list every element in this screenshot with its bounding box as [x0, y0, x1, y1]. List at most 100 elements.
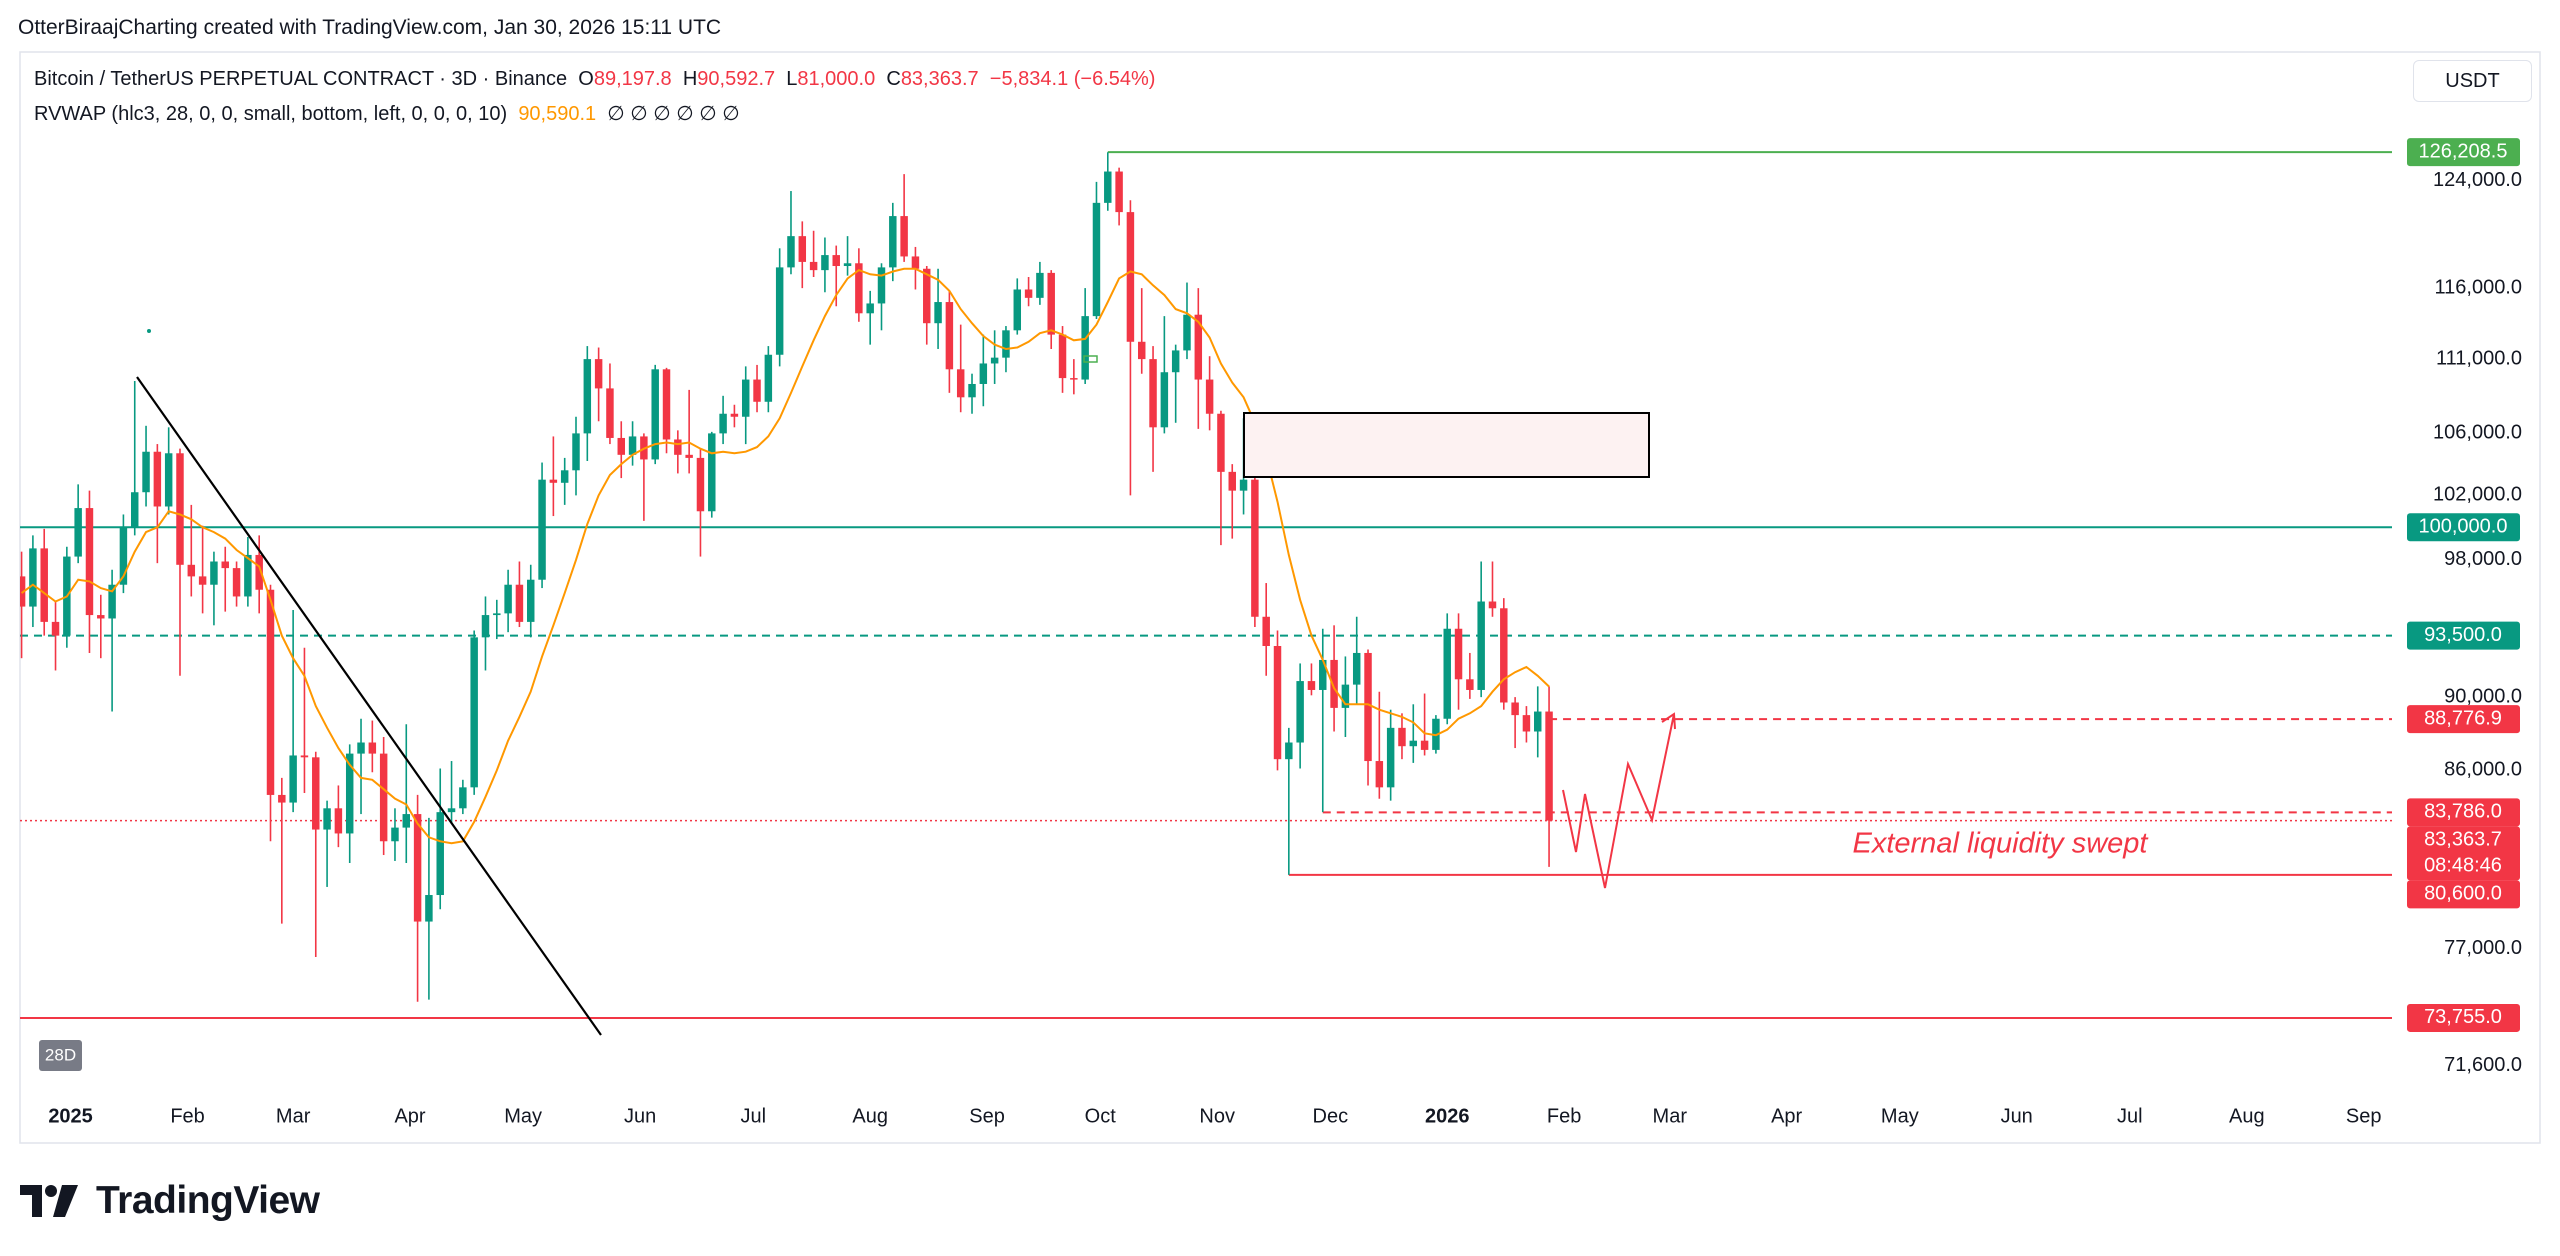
candle-body	[956, 369, 965, 398]
candle-body	[1262, 616, 1270, 646]
x-tick-label: May	[1881, 1105, 1919, 1127]
candle-body	[481, 615, 490, 638]
candle-body	[1386, 727, 1395, 788]
projection-path	[1562, 713, 1675, 889]
indicator-extras: ∅ ∅ ∅ ∅ ∅ ∅	[607, 103, 740, 125]
rvwap-line	[21, 267, 1550, 845]
candle-body	[1126, 212, 1135, 342]
candle-body	[413, 814, 422, 922]
price-label: 126,208.5	[2419, 140, 2508, 162]
candle-body	[990, 357, 999, 364]
y-tick-label: 106,000.0	[2433, 422, 2522, 444]
x-tick-label: Jul	[2117, 1105, 2143, 1127]
candle-body	[198, 576, 207, 585]
trend-line	[136, 376, 602, 1036]
candle-body	[1545, 711, 1553, 821]
y-tick-label: 90,000.0	[2444, 685, 2522, 707]
candle-body	[40, 548, 48, 622]
candle-body	[1273, 645, 1282, 760]
candle-body	[29, 548, 37, 607]
x-tick-label: 2025	[48, 1105, 93, 1127]
candle-body	[1013, 289, 1022, 331]
candle-body	[877, 267, 886, 304]
small-box	[1083, 355, 1098, 363]
x-tick-label: Mar	[1653, 1105, 1688, 1127]
price-label: 100,000.0	[2419, 516, 2508, 538]
candle-body	[108, 584, 116, 619]
currency-button[interactable]: USDT	[2413, 60, 2532, 102]
candle-body	[1534, 711, 1542, 732]
candle-body	[142, 451, 150, 493]
candle-body	[527, 579, 535, 622]
x-tick-label: Sep	[969, 1105, 1005, 1127]
candle-body	[1081, 316, 1089, 380]
price-label-box	[2407, 880, 2520, 909]
candle-body	[889, 216, 897, 268]
price-label: 93,500.0	[2424, 624, 2502, 646]
candle-body	[1104, 171, 1112, 203]
candle-body	[708, 433, 716, 512]
candle-body	[651, 369, 659, 460]
ohlc-value: 83,363.7	[900, 68, 979, 90]
candle-body	[923, 268, 931, 324]
candle-body	[312, 757, 320, 830]
marker-dot	[147, 329, 151, 333]
candle-body	[538, 479, 546, 580]
ohlc-key: H	[682, 68, 698, 90]
candle-body	[1205, 379, 1214, 414]
brand-logo	[20, 1185, 78, 1217]
candle-body	[968, 383, 976, 398]
candle-body	[323, 808, 331, 830]
price-label: 83,363.7	[2424, 829, 2502, 851]
x-tick-label: Sep	[2346, 1105, 2382, 1127]
candle-body	[1115, 171, 1123, 213]
candle-body	[1092, 202, 1101, 317]
price-label-box	[2407, 826, 2520, 881]
x-tick-label: Aug	[852, 1105, 888, 1127]
indicator-label: RVWAP (hlc3, 28, 0, 0, small, bottom, le…	[34, 103, 508, 125]
y-tick-label: 124,000.0	[2433, 169, 2522, 191]
candle-body	[832, 255, 840, 267]
symbol: Bitcoin / TetherUS PERPETUAL CONTRACT · …	[34, 68, 568, 90]
y-tick-label: 86,000.0	[2444, 759, 2522, 781]
candle-body	[730, 413, 739, 417]
candle-body	[628, 436, 637, 455]
candle-body	[787, 236, 795, 268]
y-tick-label: 116,000.0	[2435, 276, 2523, 298]
x-tick-label: Jun	[624, 1105, 656, 1127]
y-tick-label: 102,000.0	[2433, 484, 2522, 506]
candle-body	[674, 439, 682, 455]
candle-body	[51, 621, 60, 636]
candle-body	[1036, 272, 1044, 298]
y-tick-label: 111,000.0	[2436, 347, 2522, 369]
ohlc-value: 90,592.7	[697, 68, 776, 90]
candle-body	[447, 808, 456, 813]
candle-body	[1149, 359, 1157, 428]
candle-body	[821, 255, 829, 271]
price-label: 80,600.0	[2424, 883, 2502, 905]
candle-body	[379, 753, 388, 842]
chart-frame	[19, 51, 2541, 1144]
candle-body	[662, 369, 671, 440]
candle-body	[97, 615, 105, 619]
candle-body	[1137, 341, 1146, 360]
candle-body	[1058, 334, 1067, 379]
x-tick-label: 2026	[1425, 1105, 1470, 1127]
candle-body	[232, 568, 241, 597]
candle-body	[391, 827, 399, 842]
ohlc-value: 81,000.0	[797, 68, 876, 90]
x-tick-label: Jun	[2001, 1105, 2033, 1127]
y-tick-label: 98,000.0	[2444, 548, 2522, 570]
candle-body	[775, 267, 784, 355]
price-label: 08:48:46	[2424, 855, 2502, 877]
ohlc-key: C	[886, 68, 901, 90]
candle-body	[1183, 314, 1191, 351]
candle-body	[1454, 628, 1463, 680]
candle-body	[1443, 628, 1451, 719]
candle-body	[470, 637, 478, 788]
candle-body	[798, 236, 807, 262]
candle-body	[164, 453, 173, 507]
candle-body	[1319, 659, 1327, 690]
candle-body	[255, 554, 263, 590]
candle-body	[1420, 740, 1429, 750]
